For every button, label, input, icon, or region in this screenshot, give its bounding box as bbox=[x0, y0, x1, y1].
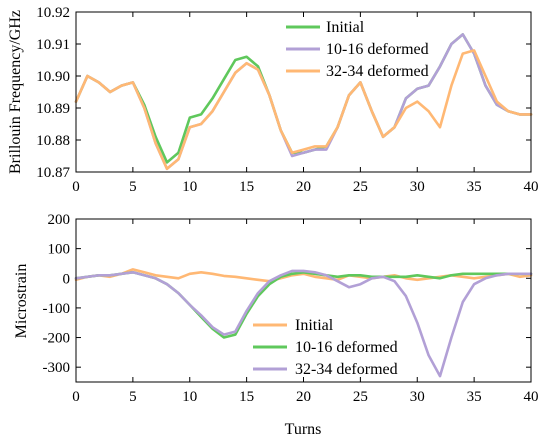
bottom-ticks: 0 5 10 15 20 25 30 35 40 -300 -200 -100 0 100 200 bbox=[43, 212, 539, 405]
top-x-tick-label: 35 bbox=[467, 179, 482, 195]
bottom-y-axis-label: Microstrain bbox=[13, 264, 30, 339]
bottom-y-tick-label: -300 bbox=[43, 360, 71, 376]
bottom-x-tick-label: 0 bbox=[72, 389, 80, 405]
top-x-tick-label: 40 bbox=[524, 179, 539, 195]
top-y-tick-label: 10.90 bbox=[36, 69, 70, 85]
bottom-y-tick-label: -100 bbox=[43, 301, 71, 317]
top-legend-label-10-16: 10-16 deformed bbox=[326, 41, 429, 58]
top-plot-frame bbox=[75, 11, 532, 173]
bottom-legend: Initial 10-16 deformed 32-34 deformed bbox=[253, 317, 398, 378]
top-legend-label-initial: Initial bbox=[326, 19, 365, 36]
bottom-legend-label-32-34: 32-34 deformed bbox=[295, 361, 398, 378]
bottom-x-tick-label: 5 bbox=[129, 389, 137, 405]
bottom-plot-frame bbox=[75, 218, 532, 383]
bottom-x-tick-label: 40 bbox=[524, 389, 539, 405]
bottom-y-tick-label: 200 bbox=[48, 212, 71, 228]
bottom-legend-label-10-16: 10-16 deformed bbox=[295, 339, 398, 356]
top-series bbox=[74, 33, 533, 171]
top-x-tick-label: 5 bbox=[129, 179, 137, 195]
top-y-tick-label: 10.92 bbox=[36, 5, 70, 21]
top-series-line-32-34-deformed bbox=[74, 49, 533, 171]
top-y-tick-label: 10.91 bbox=[36, 37, 70, 53]
top-x-tick-label: 25 bbox=[353, 179, 368, 195]
bottom-chart: Microstrain 0 5 10 15 20 25 30 35 40 -300 -200 -100… bbox=[13, 212, 539, 438]
bottom-legend-label-initial: Initial bbox=[295, 317, 334, 334]
bottom-series-line-32-34-deformed bbox=[74, 269, 533, 378]
bottom-series bbox=[74, 268, 533, 378]
top-x-tick-label: 10 bbox=[182, 179, 197, 195]
top-legend-label-32-34: 32-34 deformed bbox=[326, 63, 429, 80]
bottom-y-tick-label: 100 bbox=[48, 242, 71, 258]
top-x-tick-label: 20 bbox=[296, 179, 311, 195]
bottom-y-tick-label: 0 bbox=[63, 271, 71, 287]
bottom-x-tick-label: 35 bbox=[467, 389, 482, 405]
top-x-tick-label: 30 bbox=[410, 179, 425, 195]
bottom-y-tick-label: -200 bbox=[43, 331, 71, 347]
top-ticks: 0 5 10 15 20 25 30 35 40 10.87 10.88 10.89 10.90 10.9… bbox=[36, 5, 538, 195]
top-y-axis-label: Brillouin Frequency/GHz bbox=[7, 10, 24, 174]
top-x-tick-label: 15 bbox=[239, 179, 254, 195]
bottom-x-axis-label: Turns bbox=[285, 421, 322, 438]
bottom-x-tick-label: 10 bbox=[182, 389, 197, 405]
bottom-x-tick-label: 20 bbox=[296, 389, 311, 405]
top-y-tick-label: 10.88 bbox=[36, 133, 70, 149]
top-y-tick-label: 10.89 bbox=[36, 101, 70, 117]
top-chart: Brillouin Frequency/GHz 0 5 10 15 20 25 30 35 40… bbox=[7, 5, 539, 195]
top-legend: Initial 10-16 deformed 32-34 deformed bbox=[286, 19, 429, 80]
bottom-x-tick-label: 15 bbox=[239, 389, 254, 405]
bottom-x-tick-label: 25 bbox=[353, 389, 368, 405]
top-y-tick-label: 10.87 bbox=[36, 165, 70, 181]
top-x-tick-label: 0 bbox=[72, 179, 80, 195]
bottom-x-tick-label: 30 bbox=[410, 389, 425, 405]
